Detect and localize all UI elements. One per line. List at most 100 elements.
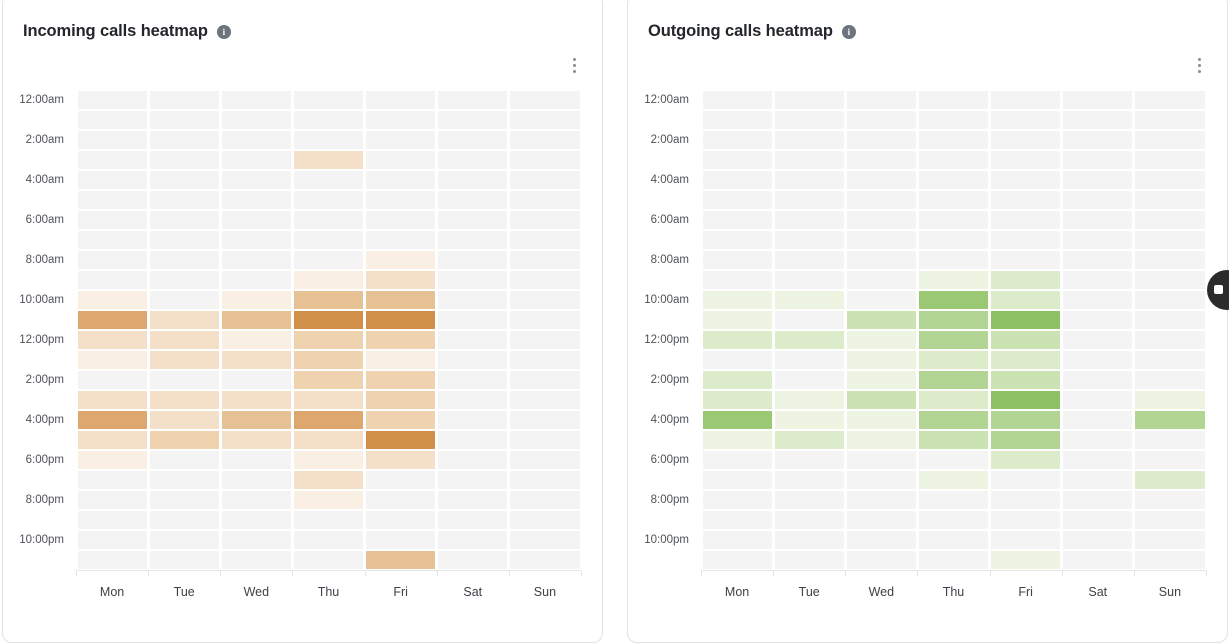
heatmap-cell[interactable]	[917, 510, 989, 530]
heatmap-cell[interactable]	[1134, 250, 1206, 270]
heatmap-cell[interactable]	[509, 530, 581, 550]
heatmap-cell[interactable]	[76, 230, 148, 250]
heatmap-cell[interactable]	[220, 290, 292, 310]
heatmap-cell[interactable]	[773, 410, 845, 430]
heatmap-cell[interactable]	[220, 190, 292, 210]
heatmap-cell[interactable]	[437, 530, 509, 550]
heatmap-cell[interactable]	[701, 150, 773, 170]
heatmap-cell[interactable]	[845, 330, 917, 350]
heatmap-cell[interactable]	[845, 170, 917, 190]
heatmap-cell[interactable]	[701, 370, 773, 390]
heatmap-cell[interactable]	[437, 410, 509, 430]
heatmap-cell[interactable]	[917, 190, 989, 210]
heatmap-cell[interactable]	[701, 430, 773, 450]
heatmap-cell[interactable]	[76, 450, 148, 470]
heatmap-cell[interactable]	[701, 350, 773, 370]
heatmap-cell[interactable]	[292, 190, 364, 210]
heatmap-cell[interactable]	[701, 190, 773, 210]
heatmap-cell[interactable]	[292, 90, 364, 110]
heatmap-cell[interactable]	[220, 310, 292, 330]
kebab-menu-icon[interactable]	[1192, 58, 1206, 73]
heatmap-cell[interactable]	[76, 270, 148, 290]
heatmap-cell[interactable]	[437, 350, 509, 370]
heatmap-cell[interactable]	[292, 450, 364, 470]
heatmap-cell[interactable]	[292, 350, 364, 370]
heatmap-cell[interactable]	[437, 150, 509, 170]
heatmap-cell[interactable]	[509, 470, 581, 490]
heatmap-cell[interactable]	[917, 170, 989, 190]
heatmap-cell[interactable]	[773, 490, 845, 510]
heatmap-cell[interactable]	[365, 130, 437, 150]
heatmap-cell[interactable]	[148, 510, 220, 530]
heatmap-cell[interactable]	[220, 350, 292, 370]
heatmap-cell[interactable]	[148, 310, 220, 330]
heatmap-cell[interactable]	[773, 550, 845, 570]
heatmap-cell[interactable]	[76, 410, 148, 430]
heatmap-cell[interactable]	[148, 190, 220, 210]
heatmap-cell[interactable]	[701, 270, 773, 290]
heatmap-cell[interactable]	[437, 250, 509, 270]
heatmap-cell[interactable]	[773, 90, 845, 110]
heatmap-cell[interactable]	[437, 230, 509, 250]
heatmap-cell[interactable]	[917, 430, 989, 450]
heatmap-cell[interactable]	[845, 210, 917, 230]
heatmap-cell[interactable]	[437, 390, 509, 410]
heatmap-cell[interactable]	[220, 510, 292, 530]
heatmap-cell[interactable]	[365, 170, 437, 190]
heatmap-cell[interactable]	[990, 130, 1062, 150]
heatmap-cell[interactable]	[365, 270, 437, 290]
heatmap-cell[interactable]	[220, 530, 292, 550]
heatmap-cell[interactable]	[917, 350, 989, 370]
heatmap-cell[interactable]	[1062, 530, 1134, 550]
heatmap-cell[interactable]	[1134, 390, 1206, 410]
heatmap-cell[interactable]	[701, 550, 773, 570]
heatmap-cell[interactable]	[917, 330, 989, 350]
heatmap-cell[interactable]	[76, 430, 148, 450]
heatmap-cell[interactable]	[437, 450, 509, 470]
heatmap-cell[interactable]	[76, 250, 148, 270]
heatmap-cell[interactable]	[148, 390, 220, 410]
heatmap-cell[interactable]	[509, 430, 581, 450]
heatmap-cell[interactable]	[845, 470, 917, 490]
heatmap-cell[interactable]	[365, 450, 437, 470]
heatmap-cell[interactable]	[365, 430, 437, 450]
heatmap-cell[interactable]	[148, 170, 220, 190]
heatmap-cell[interactable]	[292, 290, 364, 310]
heatmap-cell[interactable]	[76, 550, 148, 570]
heatmap-cell[interactable]	[148, 270, 220, 290]
heatmap-cell[interactable]	[76, 330, 148, 350]
heatmap-cell[interactable]	[1062, 510, 1134, 530]
heatmap-cell[interactable]	[1062, 170, 1134, 190]
heatmap-cell[interactable]	[1134, 350, 1206, 370]
heatmap-cell[interactable]	[1062, 330, 1134, 350]
heatmap-cell[interactable]	[292, 230, 364, 250]
heatmap-cell[interactable]	[292, 310, 364, 330]
heatmap-cell[interactable]	[509, 110, 581, 130]
heatmap-cell[interactable]	[1134, 510, 1206, 530]
heatmap-cell[interactable]	[701, 330, 773, 350]
heatmap-cell[interactable]	[437, 470, 509, 490]
heatmap-cell[interactable]	[990, 250, 1062, 270]
heatmap-cell[interactable]	[917, 230, 989, 250]
heatmap-cell[interactable]	[365, 110, 437, 130]
heatmap-cell[interactable]	[292, 470, 364, 490]
heatmap-cell[interactable]	[437, 290, 509, 310]
heatmap-cell[interactable]	[1134, 130, 1206, 150]
heatmap-cell[interactable]	[148, 90, 220, 110]
heatmap-cell[interactable]	[1062, 490, 1134, 510]
heatmap-cell[interactable]	[1062, 430, 1134, 450]
heatmap-cell[interactable]	[437, 130, 509, 150]
heatmap-cell[interactable]	[220, 410, 292, 430]
heatmap-cell[interactable]	[1062, 150, 1134, 170]
heatmap-cell[interactable]	[701, 510, 773, 530]
heatmap-cell[interactable]	[1134, 90, 1206, 110]
heatmap-cell[interactable]	[701, 490, 773, 510]
heatmap-cell[interactable]	[1062, 110, 1134, 130]
info-icon[interactable]: i	[841, 24, 856, 39]
heatmap-cell[interactable]	[148, 530, 220, 550]
heatmap-cell[interactable]	[437, 550, 509, 570]
heatmap-cell[interactable]	[365, 370, 437, 390]
heatmap-cell[interactable]	[76, 530, 148, 550]
heatmap-cell[interactable]	[365, 530, 437, 550]
heatmap-cell[interactable]	[76, 290, 148, 310]
